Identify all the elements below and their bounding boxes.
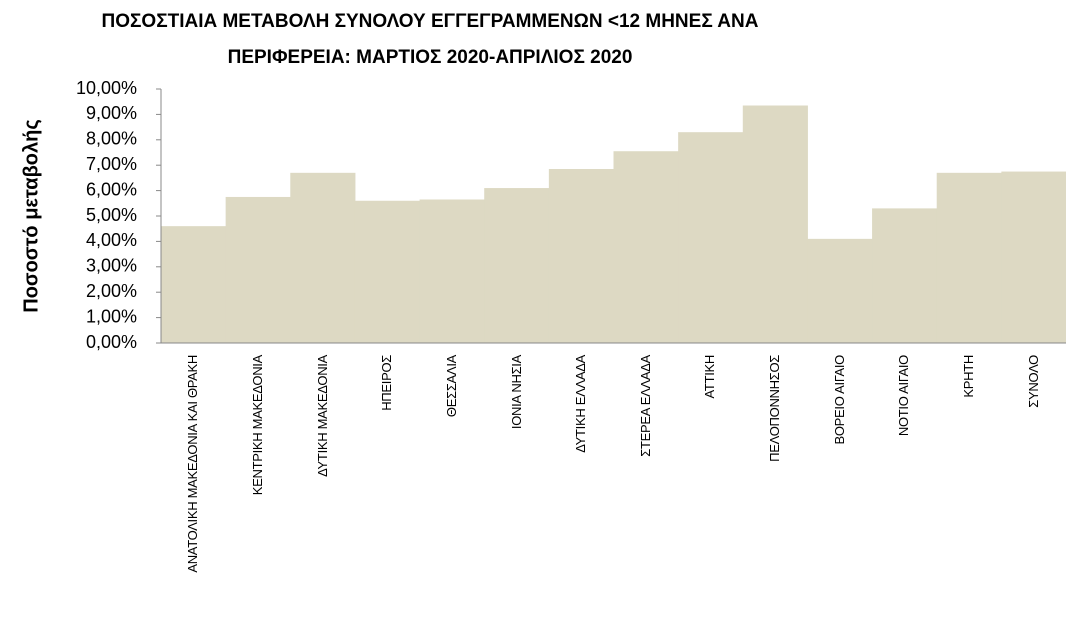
- x-tick-label: ΝΟΤΙΟ ΑΙΓΑΙΟ: [896, 355, 912, 437]
- y-tick-label: 9,00%: [86, 103, 137, 123]
- chart-title: ΠΕΡΙΦΕΡΕΙΑ: ΜΑΡΤΙΟΣ 2020-ΑΠΡΙΛΙΟΣ 2020: [228, 47, 633, 68]
- y-tick-label: 10,00%: [76, 78, 137, 98]
- bar: [419, 199, 485, 343]
- bar: [1001, 171, 1066, 343]
- x-tick-label: ΙΟΝΙΑ ΝΗΣΙΑ: [508, 355, 524, 430]
- bar: [613, 151, 679, 343]
- x-tick-label: ΠΕΛΟΠΟΝΝΗΣΟΣ: [767, 355, 783, 462]
- y-tick-label: 8,00%: [86, 129, 137, 149]
- x-tick-label: ΔΥΤΙΚΗ ΜΑΚΕΔΟΝΙΑ: [314, 355, 330, 477]
- bar: [807, 238, 873, 343]
- chart-title: ΠΟΣΟΣΤΙΑΙΑ ΜΕΤΑΒΟΛΗ ΣΥΝΟΛΟΥ ΕΓΓΕΓΡΑΜΜΕΝΩ…: [102, 11, 759, 32]
- bar: [484, 188, 550, 343]
- bar: [225, 196, 291, 343]
- bar: [742, 105, 808, 343]
- x-tick-label: ΚΡΗΤΗ: [961, 355, 977, 398]
- x-tick-label: ΑΝΑΤΟΛΙΚΗ ΜΑΚΕΔΟΝΙΑ ΚΑΙ ΘΡΑΚΗ: [185, 355, 201, 573]
- y-tick-label: 4,00%: [86, 230, 137, 250]
- bar: [548, 169, 614, 343]
- x-tick-label: ΗΠΕΙΡΟΣ: [379, 355, 395, 411]
- bar: [678, 132, 744, 343]
- bar: [290, 172, 356, 343]
- x-tick-label: ΑΤΤΙΚΗ: [702, 355, 718, 399]
- x-tick-label: ΔΥΤΙΚΗ ΕΛΛΑΔΑ: [573, 355, 589, 453]
- y-tick-label: 1,00%: [86, 306, 137, 326]
- y-tick-label: 5,00%: [86, 205, 137, 225]
- x-tick-label: ΘΕΣΣΑΛΙΑ: [443, 355, 459, 418]
- x-tick-label: ΣΥΝΟΛΟ: [1025, 355, 1041, 408]
- x-tick-label: ΒΟΡΕΙΟ ΑΙΓΑΙΟ: [831, 355, 847, 445]
- y-axis-label: Ποσοστό μεταβολής: [20, 119, 42, 313]
- bar: [354, 200, 421, 343]
- y-tick-label: 6,00%: [86, 179, 137, 199]
- y-tick-label: 2,00%: [86, 281, 137, 301]
- bar: [161, 226, 227, 343]
- x-tick-label: ΚΕΝΤΡΙΚΗ ΜΑΚΕΔΟΝΙΑ: [249, 355, 265, 496]
- x-tick-label: ΣΤΕΡΕΑ ΕΛΛΑΔΑ: [637, 355, 653, 457]
- bar: [872, 208, 938, 343]
- y-tick-label: 7,00%: [86, 154, 137, 174]
- bar: [936, 172, 1002, 343]
- y-tick-label: 3,00%: [86, 256, 137, 276]
- y-tick-label: 0,00%: [86, 332, 137, 352]
